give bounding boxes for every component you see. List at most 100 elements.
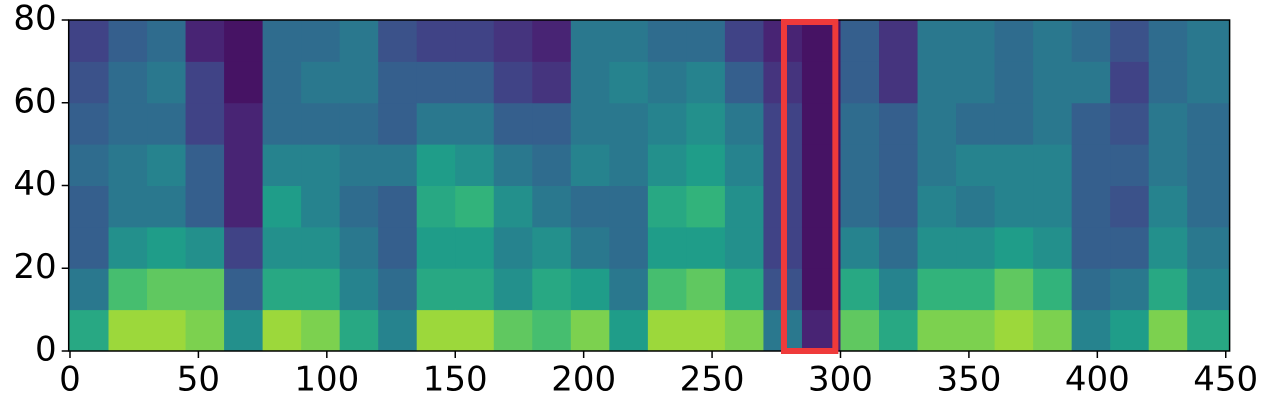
heatmap-cell [609, 102, 649, 145]
heatmap-cell [917, 185, 957, 228]
heatmap-cell [339, 226, 379, 269]
x-tick-label: 400 [1065, 360, 1130, 400]
heatmap-cell [68, 61, 110, 104]
heatmap-cell [147, 226, 187, 269]
heatmap-cell [647, 185, 687, 228]
heatmap-cell [339, 268, 379, 311]
heatmap-cell [378, 185, 418, 228]
heatmap-cell [108, 20, 148, 62]
heatmap-cell [1110, 226, 1150, 269]
heatmap-cell [108, 61, 148, 104]
heatmap-cell [956, 226, 996, 269]
heatmap-cell [1110, 268, 1150, 311]
heatmap-cell [879, 102, 919, 145]
heatmap-cell [917, 102, 957, 145]
x-tick-label: 150 [423, 360, 488, 400]
heatmap-cell [1033, 185, 1073, 228]
heatmap-cell [917, 20, 957, 62]
heatmap-cell [724, 102, 764, 145]
heatmap-cell [262, 309, 302, 352]
heatmap-cell [686, 144, 726, 186]
heatmap-cell [455, 20, 495, 62]
heatmap-cell [570, 144, 610, 186]
heatmap-cell [1071, 20, 1111, 62]
heatmap-cell [956, 185, 996, 228]
heatmap-cell [1033, 268, 1073, 311]
heatmap-cell [416, 20, 456, 62]
heatmap-cell [339, 144, 379, 186]
heatmap-cell [68, 144, 110, 186]
heatmap-cell [416, 226, 456, 269]
heatmap-cell [455, 185, 495, 228]
heatmap-cell [262, 20, 302, 62]
heatmap-cell [147, 309, 187, 352]
heatmap-cell [956, 309, 996, 352]
x-tick-label: 350 [936, 360, 1001, 400]
y-tick-label: 80 [13, 0, 56, 39]
heatmap-cell [532, 309, 572, 352]
heatmap-cell [917, 309, 957, 352]
heatmap-cell [262, 268, 302, 311]
heatmap-cell [956, 102, 996, 145]
heatmap-cell [570, 309, 610, 352]
heatmap-cell [686, 102, 726, 145]
heatmap-cell [224, 20, 264, 62]
heatmap-cell [339, 309, 379, 352]
heatmap-cell [879, 144, 919, 186]
heatmap-cell [724, 268, 764, 311]
heatmap-cell [1071, 61, 1111, 104]
heatmap-cell [686, 268, 726, 311]
heatmap-cell [1187, 226, 1231, 269]
heatmap-cell [185, 309, 225, 352]
heatmap-cell [1110, 309, 1150, 352]
heatmap-cell [493, 144, 533, 186]
heatmap-cell [724, 20, 764, 62]
heatmap-cell [840, 226, 880, 269]
heatmap-cell [185, 226, 225, 269]
heatmap-cell [416, 309, 456, 352]
heatmap-cell [68, 268, 110, 311]
heatmap-cell [108, 309, 148, 352]
heatmap-cell [1187, 102, 1231, 145]
heatmap-cell [378, 102, 418, 145]
heatmap-cell [879, 61, 919, 104]
heatmap-cell [879, 226, 919, 269]
heatmap-cell [455, 226, 495, 269]
heatmap-cell [1110, 185, 1150, 228]
heatmap-cell [994, 226, 1034, 269]
heatmap-cell [147, 268, 187, 311]
heatmap-cell [301, 144, 341, 186]
heatmap-cell [917, 144, 957, 186]
heatmap-cell [378, 20, 418, 62]
heatmap-cell [1187, 144, 1231, 186]
heatmap-cell [147, 61, 187, 104]
heatmap-cell [185, 20, 225, 62]
y-tick-label: 20 [13, 247, 56, 287]
heatmap-cell [1033, 20, 1073, 62]
heatmap-cell [956, 20, 996, 62]
x-tick-label: 50 [177, 360, 220, 400]
heatmap-cell [840, 20, 880, 62]
heatmap-cell [879, 185, 919, 228]
heatmap-cell [378, 268, 418, 311]
heatmap-cell [185, 185, 225, 228]
heatmap-cell [994, 185, 1034, 228]
x-tick-label: 300 [808, 360, 873, 400]
heatmap-cell [956, 268, 996, 311]
heatmap-cell [994, 102, 1034, 145]
heatmap-cell [1071, 309, 1111, 352]
heatmap-cell [532, 144, 572, 186]
highlight-box [780, 19, 839, 354]
heatmap-cell [956, 61, 996, 104]
y-tick-label: 0 [35, 330, 57, 370]
heatmap-cell [840, 102, 880, 145]
heatmap-cell [68, 309, 110, 352]
heatmap-cell [262, 226, 302, 269]
heatmap-cell [1071, 185, 1111, 228]
x-tick-label: 200 [551, 360, 616, 400]
heatmap-cell [378, 309, 418, 352]
heatmap-cell [840, 268, 880, 311]
heatmap-cell [224, 61, 264, 104]
heatmap-cell [1187, 309, 1231, 352]
heatmap-cell [262, 185, 302, 228]
